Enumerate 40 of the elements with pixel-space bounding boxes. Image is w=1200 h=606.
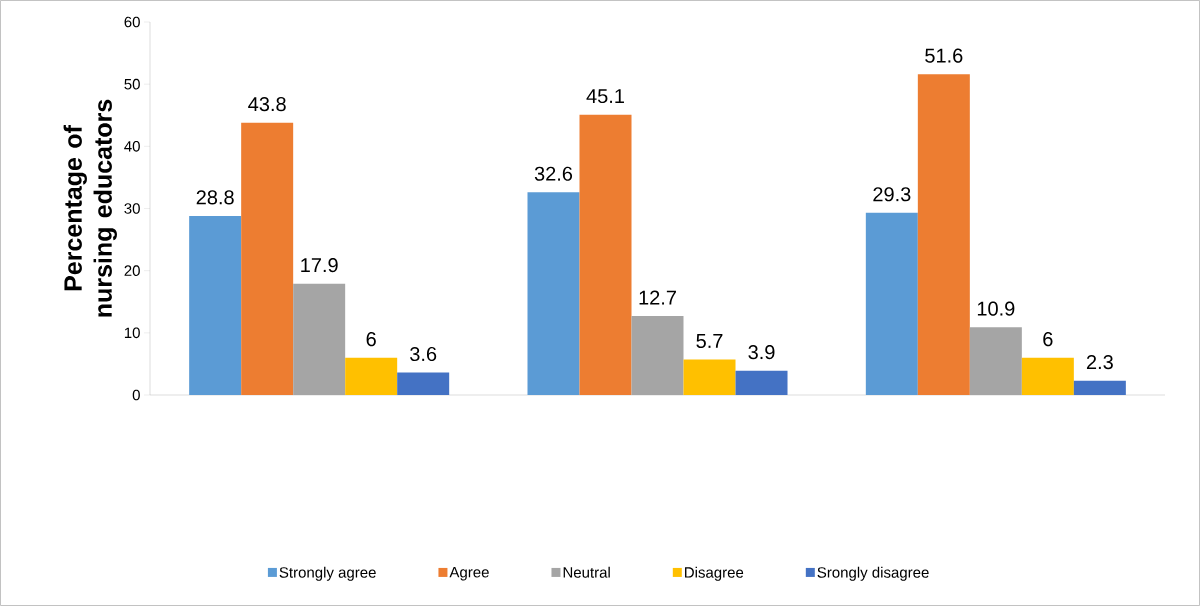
bar [683, 359, 736, 395]
data-label: 6 [1043, 332, 1053, 347]
data-label: 29.3 [873, 187, 911, 202]
y-tick-label: 20 [124, 265, 140, 276]
y-tick-label: 40 [124, 141, 140, 152]
data-label: 5.7 [696, 334, 723, 349]
bar [189, 215, 242, 395]
bar [1021, 357, 1074, 395]
data-label: 2.3 [1086, 355, 1113, 370]
data-label: 17.9 [301, 258, 338, 273]
bar [1073, 380, 1126, 395]
data-label: 32.6 [534, 166, 573, 181]
bar [917, 74, 970, 395]
legend-label: Agree [449, 567, 489, 581]
y-tick-label: 10 [124, 327, 140, 339]
bar [241, 122, 294, 395]
y-tick-label: 60 [124, 16, 140, 28]
y-tick-label: 30 [124, 203, 140, 214]
y-axis-title: Percentage of nursing educators [63, 99, 117, 317]
legend-label: Strongly agree [279, 566, 376, 581]
bar [735, 370, 788, 395]
bar [397, 372, 450, 395]
bar [579, 114, 632, 395]
legend-label: Neutral [563, 566, 610, 578]
data-label: 6 [366, 332, 376, 347]
data-label: 45.1 [586, 89, 624, 104]
data-label: 12.7 [639, 290, 676, 305]
bar [345, 357, 398, 395]
bar [527, 192, 580, 395]
legend-label: Srongly disagree [817, 566, 929, 581]
data-label: 43.8 [248, 97, 286, 112]
bar [865, 212, 918, 395]
legend-label: Disagree [685, 566, 744, 581]
data-label: 51.6 [925, 48, 963, 63]
y-tick-label: 50 [124, 78, 140, 90]
data-label: 3.9 [748, 345, 775, 360]
data-label: 10.9 [977, 301, 1015, 316]
data-label: 28.8 [196, 190, 234, 205]
y-tick-label: 0 [132, 389, 140, 401]
data-label: 3.6 [410, 346, 437, 362]
